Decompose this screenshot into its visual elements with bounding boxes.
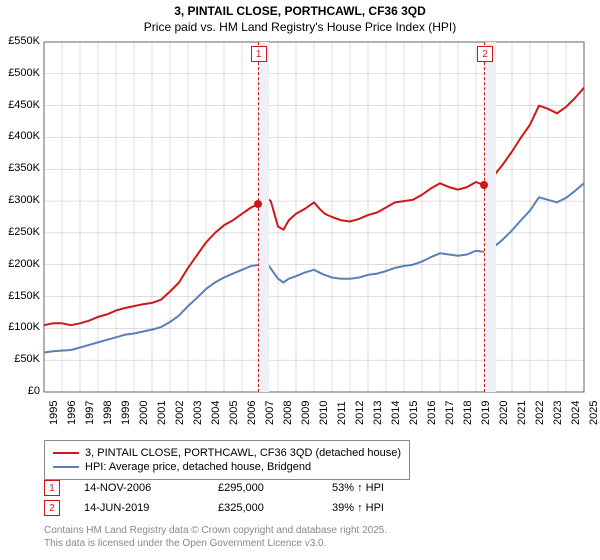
x-axis-label: 1995 <box>48 401 60 425</box>
sale-date: 14-NOV-2006 <box>84 482 194 494</box>
x-axis-label: 2010 <box>318 401 330 425</box>
y-axis-label: £0 <box>0 385 40 397</box>
footer-line-2: This data is licensed under the Open Gov… <box>44 537 387 550</box>
y-axis-label: £450K <box>0 99 40 111</box>
y-axis-label: £50K <box>0 353 40 365</box>
y-axis-label: £400K <box>0 130 40 142</box>
legend-label: HPI: Average price, detached house, Brid… <box>85 461 311 473</box>
sale-row: 1 14-NOV-2006 £295,000 53% ↑ HPI <box>44 480 384 496</box>
x-axis-label: 2005 <box>228 401 240 425</box>
line-chart <box>0 0 594 402</box>
x-axis-label: 2025 <box>588 401 600 425</box>
x-axis-label: 2015 <box>408 401 420 425</box>
x-axis-label: 2004 <box>210 401 222 425</box>
x-axis-label: 1997 <box>84 401 96 425</box>
x-axis-label: 2003 <box>192 401 204 425</box>
legend: 3, PINTAIL CLOSE, PORTHCAWL, CF36 3QD (d… <box>44 440 410 480</box>
y-axis-label: £350K <box>0 162 40 174</box>
x-axis-label: 2017 <box>444 401 456 425</box>
sale-marker-box: 1 <box>251 46 267 62</box>
y-axis-label: £300K <box>0 194 40 206</box>
legend-label: 3, PINTAIL CLOSE, PORTHCAWL, CF36 3QD (d… <box>85 447 401 459</box>
y-axis-label: £500K <box>0 67 40 79</box>
sale-delta: 39% ↑ HPI <box>332 502 384 514</box>
sale-marker-icon: 2 <box>44 500 60 516</box>
x-axis-label: 2019 <box>480 401 492 425</box>
x-axis-label: 1999 <box>120 401 132 425</box>
sale-price: £295,000 <box>218 482 308 494</box>
legend-item: 3, PINTAIL CLOSE, PORTHCAWL, CF36 3QD (d… <box>53 447 401 459</box>
highlight-band <box>258 42 269 392</box>
y-axis-label: £550K <box>0 35 40 47</box>
x-axis-label: 2021 <box>516 401 528 425</box>
x-axis-label: 2000 <box>138 401 150 425</box>
footer-line-1: Contains HM Land Registry data © Crown c… <box>44 524 387 537</box>
x-axis-label: 2020 <box>498 401 510 425</box>
x-axis-label: 2007 <box>264 401 276 425</box>
footer-text: Contains HM Land Registry data © Crown c… <box>44 524 387 550</box>
x-axis-label: 2018 <box>462 401 474 425</box>
y-axis-label: £200K <box>0 258 40 270</box>
x-axis-label: 2014 <box>390 401 402 425</box>
sale-row: 2 14-JUN-2019 £325,000 39% ↑ HPI <box>44 500 384 516</box>
x-axis-label: 1998 <box>102 401 114 425</box>
x-axis-label: 2024 <box>570 401 582 425</box>
x-axis-label: 2006 <box>246 401 258 425</box>
x-axis-label: 2016 <box>426 401 438 425</box>
highlight-band <box>484 42 496 392</box>
y-axis-label: £250K <box>0 226 40 238</box>
y-axis-label: £100K <box>0 321 40 333</box>
x-axis-label: 2011 <box>336 401 348 425</box>
sale-date: 14-JUN-2019 <box>84 502 194 514</box>
x-axis-label: 2023 <box>552 401 564 425</box>
sale-marker-line <box>484 42 485 392</box>
y-axis-label: £150K <box>0 290 40 302</box>
legend-line-icon <box>53 466 79 468</box>
x-axis-label: 2008 <box>282 401 294 425</box>
sale-marker-line <box>258 42 259 392</box>
x-axis-label: 2022 <box>534 401 546 425</box>
x-axis-label: 2012 <box>354 401 366 425</box>
x-axis-label: 2009 <box>300 401 312 425</box>
x-axis-label: 1996 <box>66 401 78 425</box>
legend-line-icon <box>53 452 79 454</box>
legend-item: HPI: Average price, detached house, Brid… <box>53 461 401 473</box>
sale-marker-box: 2 <box>477 46 493 62</box>
x-axis-label: 2013 <box>372 401 384 425</box>
sale-marker-icon: 1 <box>44 480 60 496</box>
sale-dot <box>254 200 262 208</box>
x-axis-label: 2002 <box>174 401 186 425</box>
sale-delta: 53% ↑ HPI <box>332 482 384 494</box>
x-axis-label: 2001 <box>156 401 168 425</box>
sale-price: £325,000 <box>218 502 308 514</box>
